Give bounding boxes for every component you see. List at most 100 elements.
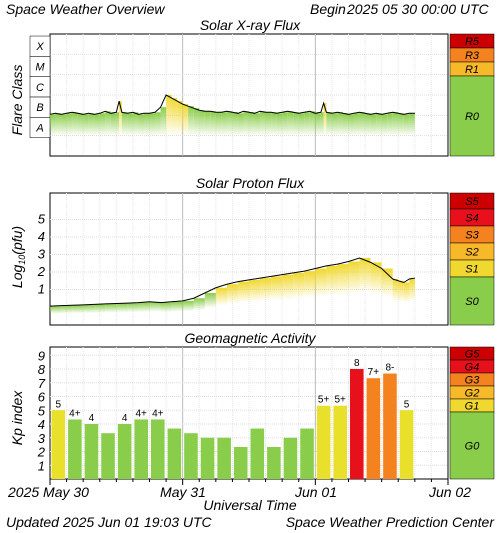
proton-fill [226,284,238,304]
begin-value: 2025 05 30 00:00 UTC [346,1,490,17]
kp-bar [117,424,132,479]
xray-fill [160,107,167,136]
begin-label: Begin [310,1,346,17]
kp-bar [383,373,397,479]
x-tick-may31: May 31 [160,484,206,500]
kp-scale-g0 [449,411,495,480]
proton-fill [61,305,73,314]
kp-bar [233,446,248,479]
kp-scale-label: G5 [465,349,481,361]
xray-fill [138,114,144,136]
kp-bar [68,419,82,479]
xray-fill [204,111,211,136]
proton-fill [94,304,106,313]
xray-fill [215,112,222,136]
proton-scale-label: S2 [465,247,478,259]
kp-scale-label: G3 [465,375,481,387]
xray-fill [271,112,277,136]
kp-bar [167,428,182,479]
kp-bar-label: 4+ [69,408,81,419]
xray-fill [265,112,272,136]
xray-fill [116,112,120,136]
proton-fill [326,265,338,296]
proton-ytick: 1 [38,282,45,297]
x-tick-jun01: Jun 01 [294,484,337,500]
xray-fill [177,101,183,136]
xray-fill [243,111,249,136]
kp-ytick: 9 [38,348,45,363]
proton-fill [392,279,399,302]
xray-fill [127,113,133,136]
kp-bar [250,428,265,479]
xray-fill [315,113,321,136]
kp-bar [267,446,281,479]
xray-scale-label: R1 [465,64,479,76]
proton-fill [304,271,316,299]
proton-scale-label: S3 [465,230,479,242]
kp-bar [350,369,364,479]
kp-bar [84,424,99,479]
xray-fill [337,112,343,136]
kp-bar [366,378,381,479]
xray-fill [276,113,283,136]
xray-fill [232,112,238,136]
proton-fill [249,279,261,302]
proton-fill [398,280,404,303]
xray-ylabel: Flare Class [9,65,25,136]
proton-fill [204,293,216,308]
proton-scale-label: S5 [465,196,479,208]
kp-ytick: 8 [38,362,46,377]
page-title: Space Weather Overview [6,1,165,17]
proton-fill [50,306,62,314]
flare-class-label: C [36,82,44,94]
proton-fill [72,305,84,314]
xray-fill [188,106,194,136]
xray-fill [298,113,305,136]
kp-scale-label: G0 [465,441,481,453]
xray-fill [55,113,62,136]
kp-bar-label: 8 [354,358,360,369]
flare-class-label: M [35,62,45,74]
kp-ytick: 3 [38,431,46,446]
x-axis-label: Universal Time [203,497,296,513]
xray-fill [348,114,355,136]
proton-fill [271,276,283,301]
xray-fill [121,112,128,136]
proton-fill [381,268,393,297]
proton-scale-s0 [449,276,495,326]
proton-ytick: 5 [38,212,46,227]
kp-bar [101,433,115,479]
kp-ytick: 6 [38,390,46,405]
kp-bar-label: 4+ [136,408,148,419]
proton-title: Solar Proton Flux [196,175,305,191]
xray-fill [376,113,382,136]
xray-fill [304,112,310,136]
xray-fill [365,113,371,136]
proton-fill [260,278,272,302]
xray-fill [287,111,294,136]
kp-bar [134,419,148,479]
proton-ytick: 3 [38,247,46,262]
xray-scale-label: R0 [465,111,480,123]
proton-scale-label: S4 [465,213,478,225]
kp-ytick: 5 [38,403,46,418]
proton-fill [160,302,172,313]
updated-value: 2025 Jun 01 19:03 UTC [62,514,213,530]
proton-fill [138,302,150,313]
xray-fill [254,113,261,136]
proton-fill [149,301,161,312]
xray-fill [182,104,189,136]
xray-fill [249,112,255,136]
xray-fill [171,98,178,136]
geomag-title: Geomagnetic Activity [185,330,317,346]
xray-fill [132,112,139,136]
proton-fill [215,287,227,306]
kp-ytick: 1 [38,458,45,473]
proton-fill [83,304,95,314]
kp-bar [151,419,165,479]
credit-text: Space Weather Prediction Center [286,514,496,530]
kp-bar [283,437,298,479]
xray-scale-label: R3 [465,50,480,62]
kp-bar-label: 4 [89,413,95,424]
kp-scale-label: G4 [465,362,480,374]
